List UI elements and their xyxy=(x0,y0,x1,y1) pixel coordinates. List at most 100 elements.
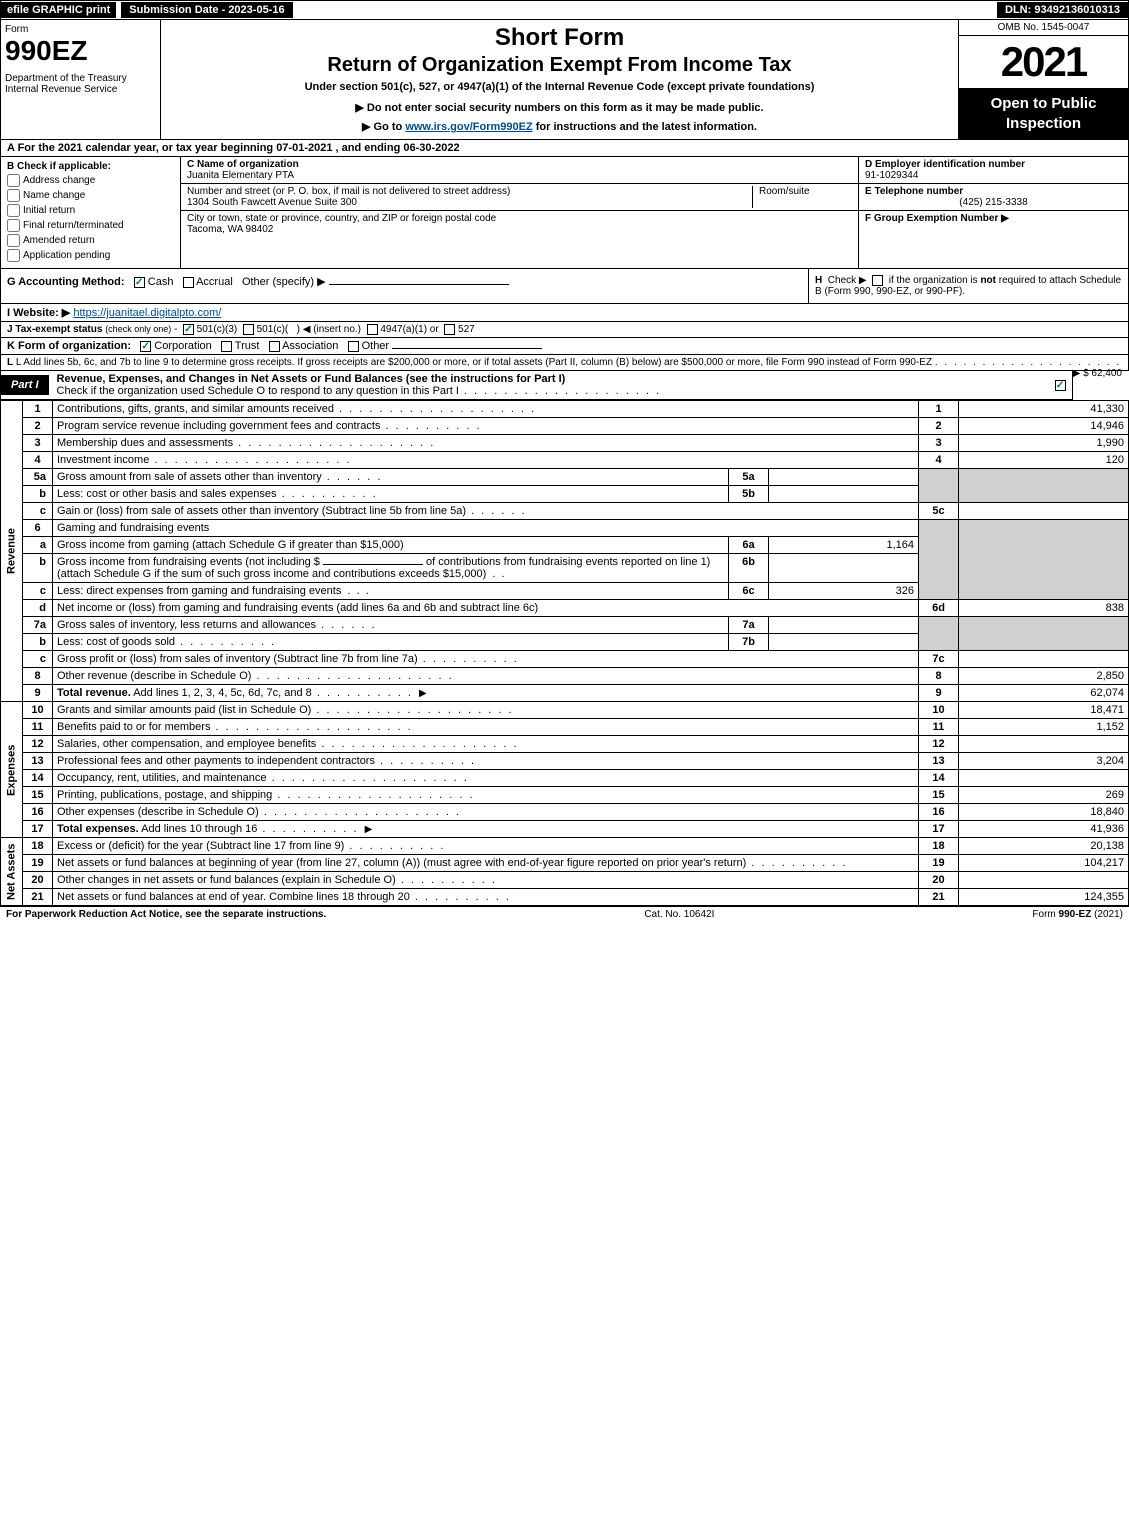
row-j: J Tax-exempt status (check only one) - 5… xyxy=(0,322,1129,338)
line-6d-value: 838 xyxy=(959,600,1129,617)
title-return: Return of Organization Exempt From Incom… xyxy=(169,54,950,77)
website-label: I Website: ▶ xyxy=(7,307,70,319)
phone-label: E Telephone number xyxy=(865,186,963,197)
line-3-value: 1,990 xyxy=(959,435,1129,452)
line-7a-value xyxy=(769,617,919,634)
chk-final-return[interactable]: Final return/terminated xyxy=(7,219,174,232)
header-left: Form 990EZ Department of the Treasury In… xyxy=(1,20,161,139)
chk-name-change[interactable]: Name change xyxy=(7,189,174,202)
omb-number: OMB No. 1545-0047 xyxy=(959,20,1128,36)
section-b-c-d-e-f: B Check if applicable: Address change Na… xyxy=(0,157,1129,269)
line-14-value xyxy=(959,770,1129,787)
chk-initial-return[interactable]: Initial return xyxy=(7,204,174,217)
city-value: Tacoma, WA 98402 xyxy=(187,224,273,235)
chk-accrual[interactable] xyxy=(183,277,194,288)
address-label: Number and street (or P. O. box, if mail… xyxy=(187,186,510,197)
footer-left: For Paperwork Reduction Act Notice, see … xyxy=(6,909,326,920)
line-5a-value xyxy=(769,469,919,486)
line-5c-value xyxy=(959,503,1129,520)
chk-pending[interactable]: Application pending xyxy=(7,249,174,262)
org-name: Juanita Elementary PTA xyxy=(187,170,294,181)
footer-cat: Cat. No. 10642I xyxy=(644,909,714,920)
box-b-header: B Check if applicable: xyxy=(7,161,174,172)
line-6a-value: 1,164 xyxy=(769,537,919,554)
instructions-link-line: ▶ Go to www.irs.gov/Form990EZ for instru… xyxy=(169,120,950,133)
line-11-value: 1,152 xyxy=(959,719,1129,736)
chk-amended[interactable]: Amended return xyxy=(7,234,174,247)
revenue-label: Revenue xyxy=(1,401,23,702)
chk-other-org[interactable] xyxy=(348,341,359,352)
tax-year: 2021 xyxy=(959,36,1128,88)
line-12-value xyxy=(959,736,1129,753)
subtitle: Under section 501(c), 527, or 4947(a)(1)… xyxy=(169,81,950,93)
header-center: Short Form Return of Organization Exempt… xyxy=(161,20,958,139)
part-1-tag: Part I xyxy=(1,375,49,395)
chk-corporation[interactable] xyxy=(140,341,151,352)
line-16-value: 18,840 xyxy=(959,804,1129,821)
header-right: OMB No. 1545-0047 2021 Open to Public In… xyxy=(958,20,1128,139)
chk-501c3[interactable] xyxy=(183,324,194,335)
chk-527[interactable] xyxy=(444,324,455,335)
chk-501c[interactable] xyxy=(243,324,254,335)
accounting-label: G Accounting Method: xyxy=(7,276,125,288)
footer: For Paperwork Reduction Act Notice, see … xyxy=(0,906,1129,922)
department: Department of the Treasury Internal Reve… xyxy=(5,73,156,95)
form-number: 990EZ xyxy=(5,35,156,67)
row-l-text: L Add lines 5b, 6c, and 7b to line 9 to … xyxy=(16,357,932,368)
box-d-e-f: D Employer identification number 91-1029… xyxy=(858,157,1128,268)
line-2-value: 14,946 xyxy=(959,418,1129,435)
chk-4947[interactable] xyxy=(367,324,378,335)
phone-value: (425) 215-3338 xyxy=(865,197,1122,208)
line-5b-value xyxy=(769,486,919,503)
chk-trust[interactable] xyxy=(221,341,232,352)
line-6b-value xyxy=(769,554,919,583)
address-value: 1304 South Fawcett Avenue Suite 300 xyxy=(187,197,357,208)
line-15-value: 269 xyxy=(959,787,1129,804)
room-label: Room/suite xyxy=(759,186,810,197)
ssn-note: ▶ Do not enter social security numbers o… xyxy=(169,101,950,114)
chk-schedule-o[interactable] xyxy=(1055,380,1066,391)
form-label: Form xyxy=(5,24,156,35)
top-bar: efile GRAPHIC print Submission Date - 20… xyxy=(0,0,1129,20)
group-exemption-label: F Group Exemption Number ▶ xyxy=(865,213,1009,224)
dln: DLN: 93492136010313 xyxy=(997,2,1128,18)
line-19-value: 104,217 xyxy=(959,855,1129,872)
line-9-value: 62,074 xyxy=(959,685,1129,702)
line-18-value: 20,138 xyxy=(959,838,1129,855)
line-21-value: 124,355 xyxy=(959,889,1129,906)
row-a-tax-year: A For the 2021 calendar year, or tax yea… xyxy=(0,140,1129,157)
expenses-label: Expenses xyxy=(1,702,23,838)
line-4-value: 120 xyxy=(959,452,1129,469)
row-i: I Website: ▶ https://juanitael.digitalpt… xyxy=(0,304,1129,322)
chk-association[interactable] xyxy=(269,341,280,352)
row-g-h: G Accounting Method: Cash Accrual Other … xyxy=(0,269,1129,304)
line-13-value: 3,204 xyxy=(959,753,1129,770)
row-l: L L Add lines 5b, 6c, and 7b to line 9 t… xyxy=(0,355,1129,371)
line-10-value: 18,471 xyxy=(959,702,1129,719)
submission-date: Submission Date - 2023-05-16 xyxy=(120,1,293,19)
org-form-label: K Form of organization: xyxy=(7,340,131,352)
line-17-value: 41,936 xyxy=(959,821,1129,838)
part-1-title: Revenue, Expenses, and Changes in Net As… xyxy=(49,371,1049,399)
footer-right: Form 990-EZ (2021) xyxy=(1032,909,1123,920)
form-header: Form 990EZ Department of the Treasury In… xyxy=(0,20,1129,140)
org-name-label: C Name of organization xyxy=(187,159,299,170)
ein-value: 91-1029344 xyxy=(865,170,918,181)
city-label: City or town, state or province, country… xyxy=(187,213,496,224)
efile-print[interactable]: efile GRAPHIC print xyxy=(1,2,116,18)
col-h: H Check ▶ if the organization is not req… xyxy=(808,269,1128,303)
open-inspection: Open to Public Inspection xyxy=(959,88,1128,139)
chk-schedule-b[interactable] xyxy=(872,275,883,286)
line-6c-value: 326 xyxy=(769,583,919,600)
box-b: B Check if applicable: Address change Na… xyxy=(1,157,181,268)
irs-link[interactable]: www.irs.gov/Form990EZ xyxy=(405,121,532,133)
chk-cash[interactable] xyxy=(134,277,145,288)
website-link[interactable]: https://juanitael.digitalpto.com/ xyxy=(73,307,221,319)
line-7b-value xyxy=(769,634,919,651)
ein-label: D Employer identification number xyxy=(865,159,1025,170)
line-8-value: 2,850 xyxy=(959,668,1129,685)
line-20-value xyxy=(959,872,1129,889)
chk-address-change[interactable]: Address change xyxy=(7,174,174,187)
box-c: C Name of organization Juanita Elementar… xyxy=(181,157,858,268)
part-1-header: Part I Revenue, Expenses, and Changes in… xyxy=(0,371,1073,400)
